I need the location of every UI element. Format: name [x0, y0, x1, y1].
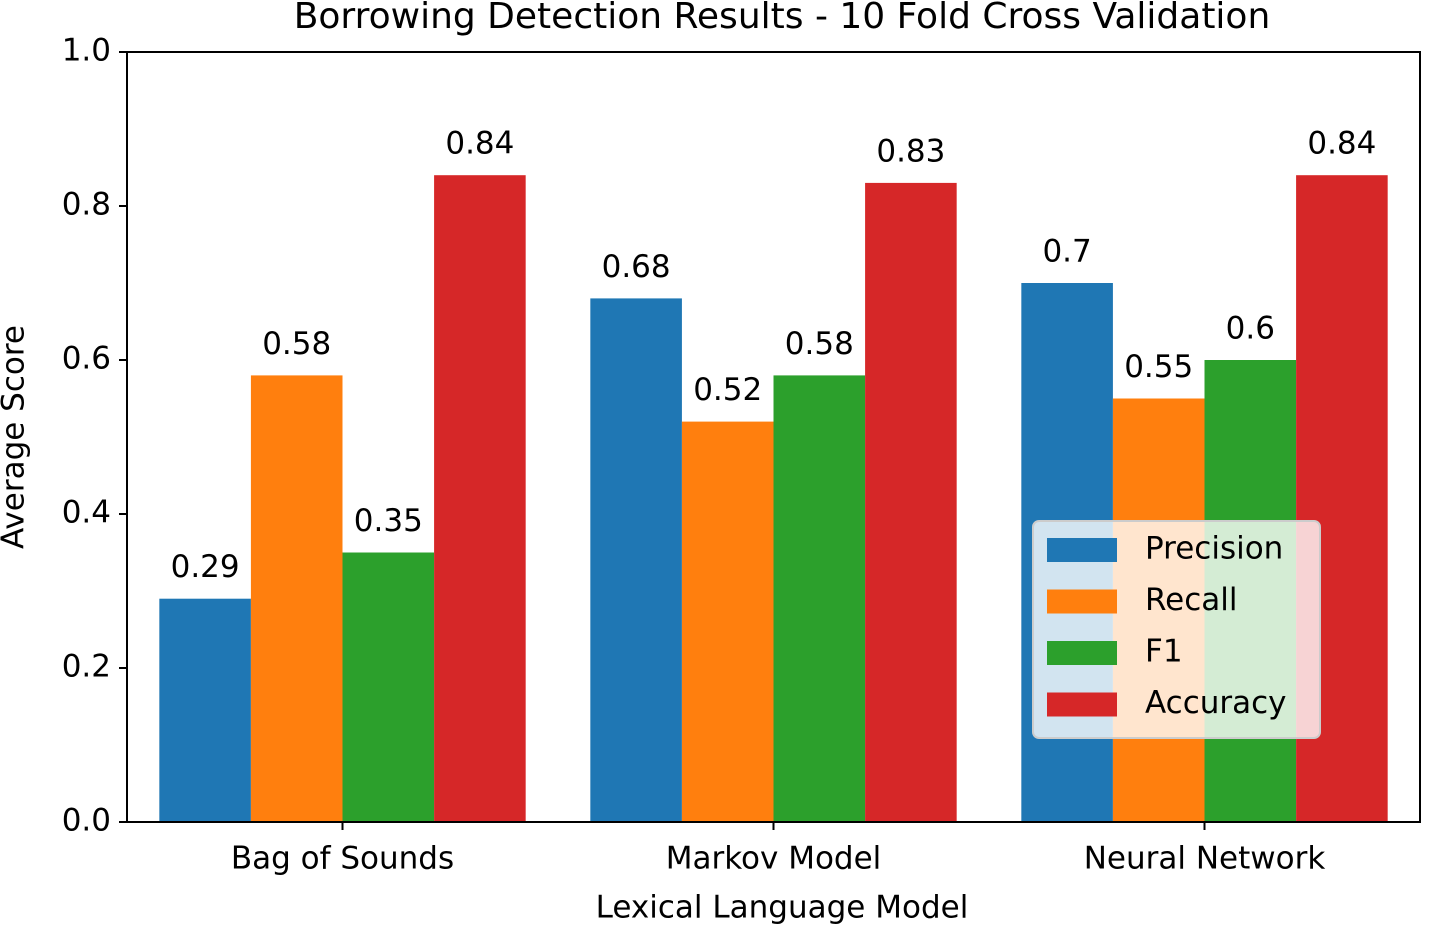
legend-box — [1032, 520, 1321, 739]
value-label: 0.29 — [171, 549, 240, 585]
y-tick-label: 0.4 — [62, 495, 111, 531]
bar — [434, 175, 526, 822]
bar — [773, 375, 866, 822]
value-label: 0.52 — [693, 372, 762, 408]
x-tick-label: Neural Network — [1084, 841, 1326, 877]
legend-label: Recall — [1145, 582, 1238, 618]
chart-title: Borrowing Detection Results - 10 Fold Cr… — [294, 0, 1271, 37]
value-label: 0.68 — [602, 249, 671, 285]
y-tick-label: 0.6 — [62, 341, 111, 377]
x-axis-label: Lexical Language Model — [596, 890, 969, 926]
value-label: 0.83 — [876, 133, 945, 169]
y-tick-label: 0.0 — [62, 803, 111, 839]
legend-swatch — [1047, 692, 1117, 717]
bar — [590, 298, 682, 822]
legend-label: F1 — [1145, 634, 1183, 670]
value-label: 0.35 — [354, 503, 423, 539]
legend-swatch — [1047, 589, 1117, 614]
value-label: 0.7 — [1042, 234, 1091, 270]
value-label: 0.84 — [445, 126, 514, 162]
legend-label: Precision — [1145, 531, 1283, 567]
bar — [681, 421, 774, 822]
x-tick-label: Bag of Sounds — [231, 841, 454, 877]
plot-frame — [126, 51, 1421, 823]
bar — [342, 552, 435, 822]
value-label: 0.6 — [1226, 311, 1275, 347]
legend-swatch — [1047, 641, 1117, 665]
y-axis-label: Average Score — [0, 325, 32, 549]
legend-swatch — [1047, 538, 1117, 562]
bar — [865, 182, 957, 822]
y-tick-label: 0.2 — [62, 649, 111, 685]
value-label: 0.58 — [262, 326, 331, 362]
bar — [159, 598, 251, 822]
y-tick-label: 0.8 — [62, 187, 111, 223]
x-tick-label: Markov Model — [666, 841, 882, 877]
legend-label: Accuracy — [1145, 685, 1287, 721]
value-label: 0.84 — [1307, 126, 1376, 162]
y-tick-label: 1.0 — [62, 33, 111, 69]
value-label: 0.55 — [1124, 349, 1193, 385]
value-label: 0.58 — [785, 326, 854, 362]
bar — [250, 375, 343, 822]
